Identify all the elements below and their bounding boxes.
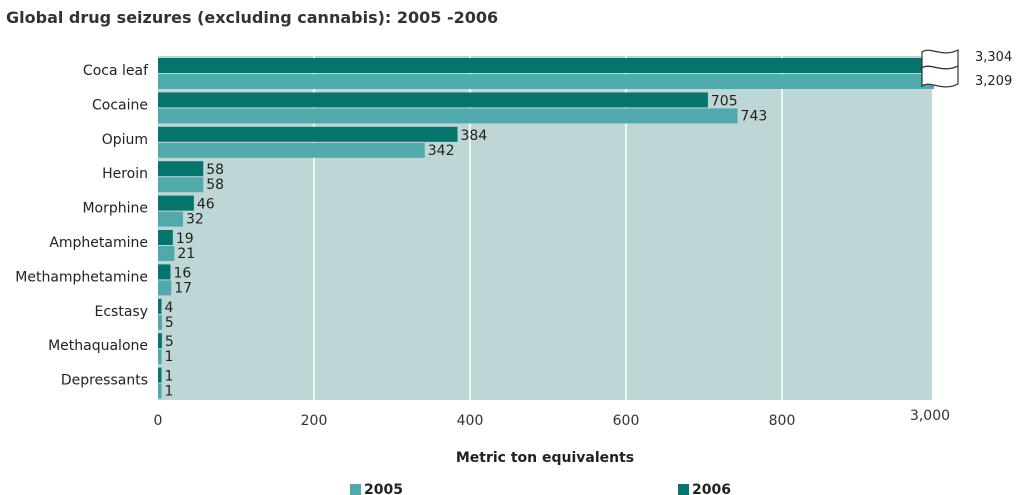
- legend-label-2006: 2006: [692, 482, 731, 495]
- bars: [158, 58, 934, 399]
- axis-break-flag: [921, 65, 959, 88]
- value-label-2005: 58: [206, 177, 224, 193]
- value-label-2006: 4: [165, 300, 174, 316]
- value-label-2005: 1: [165, 384, 174, 400]
- category-label: Opium: [102, 132, 148, 148]
- bar-2005: [158, 177, 204, 193]
- category-label: Heroin: [102, 166, 148, 182]
- category-labels: Coca leaf Cocaine Opium Heroin Morphine Amphe…: [15, 63, 149, 389]
- value-label-2005: 17: [174, 280, 192, 296]
- value-label-2006: 1: [165, 369, 174, 385]
- legend-swatch-2005: [350, 484, 361, 495]
- bar-2005: [158, 383, 162, 399]
- bar-2005: [158, 349, 162, 365]
- legend-swatch-2006: [678, 484, 689, 495]
- bar-2006: [158, 333, 162, 349]
- value-label-2005: 21: [177, 246, 195, 262]
- plot-area: [158, 56, 932, 400]
- value-label-2006: 5: [165, 334, 174, 350]
- value-label-2005: 743: [741, 108, 768, 124]
- value-label-2006: 16: [173, 265, 191, 281]
- bar-2006: [158, 161, 204, 177]
- bar-2005: [158, 246, 175, 261]
- value-labels: 3,3043,209705743384342585846321921161745…: [165, 50, 1013, 400]
- x-tick-label: 0: [154, 413, 163, 429]
- bar-2006: [158, 264, 171, 280]
- value-label-2006: 705: [711, 93, 738, 109]
- axis-break-marker: [921, 49, 959, 88]
- bar-2006: [158, 367, 162, 383]
- legend: 2005 2006: [350, 482, 731, 495]
- category-label: Methaqualone: [48, 338, 148, 354]
- value-label-2006: 58: [206, 162, 224, 178]
- bar-2006: [158, 126, 458, 142]
- bar-2006: [158, 58, 934, 73]
- category-label: Depressants: [61, 373, 148, 389]
- bar-2005: [158, 74, 934, 89]
- category-label: Morphine: [82, 201, 148, 217]
- bar-2005: [158, 280, 172, 296]
- value-label-2005: 5: [165, 315, 174, 331]
- x-tick-label: 200: [301, 413, 328, 429]
- bar-2005: [158, 211, 183, 227]
- x-axis-title: Metric ton equivalents: [456, 450, 634, 466]
- bar-2006: [158, 92, 708, 108]
- bar-2006: [158, 195, 194, 211]
- x-tick-labels: 0 200 400 600 800 3,000: [154, 408, 951, 429]
- bar-2006: [158, 298, 162, 314]
- value-label-2006: 384: [461, 128, 488, 144]
- bar-2005: [158, 314, 162, 330]
- value-label-2005: 342: [428, 143, 455, 159]
- category-label: Amphetamine: [49, 235, 148, 251]
- chart-title: Global drug seizures (excluding cannabis…: [6, 8, 499, 27]
- x-tick-label: 3,000: [910, 408, 950, 424]
- category-label: Cocaine: [92, 97, 148, 113]
- x-tick-label: 400: [457, 413, 484, 429]
- x-tick-label: 800: [769, 413, 796, 429]
- value-label-2005: 32: [186, 212, 204, 228]
- value-label-2006: 19: [176, 231, 194, 247]
- x-tick-label: 600: [613, 413, 640, 429]
- category-label: Methamphetamine: [15, 269, 148, 285]
- value-label-2006: 3,304: [975, 50, 1012, 65]
- legend-label-2005: 2005: [364, 482, 403, 495]
- category-label: Ecstasy: [95, 304, 148, 320]
- value-label-2005: 1: [165, 349, 174, 365]
- bar-2005: [158, 108, 738, 124]
- value-label-2005: 3,209: [975, 74, 1012, 89]
- value-label-2006: 46: [197, 197, 215, 213]
- bar-2005: [158, 142, 425, 158]
- bar-2006: [158, 230, 173, 245]
- category-label: Coca leaf: [83, 63, 149, 79]
